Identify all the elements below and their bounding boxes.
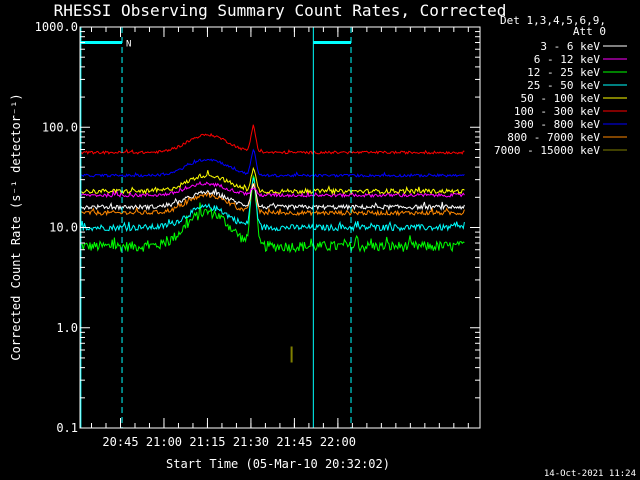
y-tick-label: 10.0 (49, 221, 78, 235)
legend-header: Det 1,3,4,5,6,9, (500, 14, 606, 27)
legend-header: Att 0 (573, 25, 606, 38)
y-tick-label: 1.0 (56, 321, 78, 335)
night-marker: N (126, 40, 131, 50)
series-line-1 (79, 180, 465, 199)
series-line-0 (79, 183, 465, 211)
legend-label-0: 3 - 6 keV (540, 40, 600, 53)
chart-title: RHESSI Observing Summary Count Rates, Co… (54, 1, 507, 20)
series-line-5 (79, 124, 465, 155)
series-line-7 (79, 183, 465, 217)
footer-timestamp: 14-Oct-2021 11:24 (544, 469, 636, 479)
legend-label-6: 300 - 800 keV (514, 118, 600, 131)
legend-label-2: 12 - 25 keV (527, 66, 600, 79)
y-tick-label: 100.0 (42, 120, 78, 134)
x-axis: 20:45 21:00 21:15 21:30 21:45 22:00 (91, 27, 469, 449)
series-line-6 (80, 148, 465, 178)
x-axis-label: Start Time (05-Mar-10 20:32:02) (166, 457, 390, 471)
series-line-3 (79, 177, 465, 233)
series-line-2 (79, 174, 465, 254)
legend-label-5: 100 - 300 keV (514, 105, 600, 118)
x-tick-label: 20:45 (102, 435, 138, 449)
legend-label-3: 25 - 50 keV (527, 79, 600, 92)
legend-label-4: 50 - 100 keV (521, 92, 601, 105)
x-tick-label: 21:00 (146, 435, 182, 449)
y-tick-label: 0.1 (56, 421, 78, 435)
series-layer (79, 124, 465, 363)
series-line-4 (79, 166, 465, 196)
legend-label-7: 800 - 7000 keV (507, 131, 600, 144)
y-axis: 1000.0 100.0 10.0 1.0 0.1 (35, 20, 480, 435)
legend-label-1: 6 - 12 keV (534, 53, 601, 66)
legend-label-8: 7000 - 15000 keV (494, 144, 600, 157)
x-tick-label: 22:00 (320, 435, 356, 449)
x-tick-label: 21:15 (189, 435, 225, 449)
y-axis-label: Corrected Count Rate (s⁻¹ detector⁻¹) (9, 93, 23, 360)
x-tick-label: 21:45 (276, 435, 312, 449)
y-tick-label: 1000.0 (35, 20, 78, 34)
x-tick-label: 21:30 (233, 435, 269, 449)
